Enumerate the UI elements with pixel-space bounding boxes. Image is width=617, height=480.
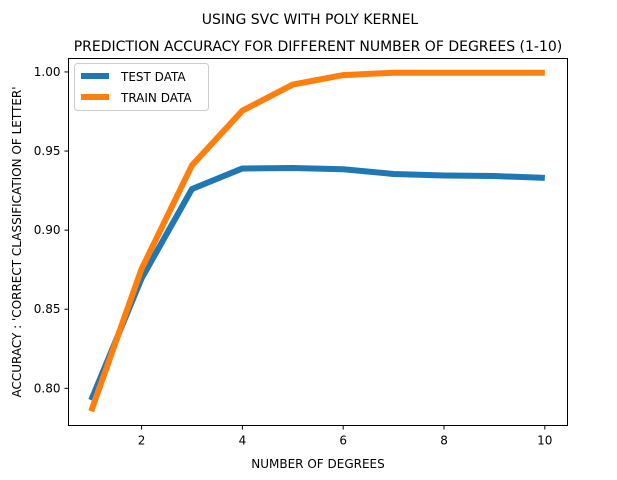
legend-label-train: TRAIN DATA: [120, 91, 192, 105]
x-tick-label: 6: [339, 434, 347, 448]
series-layer: [88, 69, 545, 413]
y-tick-label: 0.80: [34, 381, 61, 395]
series-line-train: [88, 69, 545, 413]
y-tick-label: 1.00: [34, 65, 61, 79]
chart-suptitle: USING SVC WITH POLY KERNEL: [202, 12, 419, 28]
plot-frame: [68, 58, 568, 426]
chart-title: PREDICTION ACCURACY FOR DIFFERENT NUMBER…: [74, 39, 563, 55]
x-tick-label: 8: [440, 434, 448, 448]
legend: TEST DATA TRAIN DATA: [74, 63, 209, 111]
ticks-layer: 2 4 6 8 10 0.80 0.85 0.90 0.95 1.00: [34, 65, 553, 448]
y-axis-label: ACCURACY : 'CORRECT CLASSIFICATION OF LE…: [10, 86, 24, 397]
x-tick-label: 2: [138, 434, 146, 448]
y-tick-label: 0.95: [34, 144, 61, 158]
legend-label-test: TEST DATA: [120, 70, 186, 84]
x-axis-label: NUMBER OF DEGREES: [251, 457, 384, 471]
x-tick-label: 4: [239, 434, 247, 448]
series-line-test: [88, 164, 545, 402]
y-tick-label: 0.90: [34, 223, 61, 237]
x-tick-label: 10: [537, 434, 552, 448]
y-tick-label: 0.85: [34, 302, 61, 316]
